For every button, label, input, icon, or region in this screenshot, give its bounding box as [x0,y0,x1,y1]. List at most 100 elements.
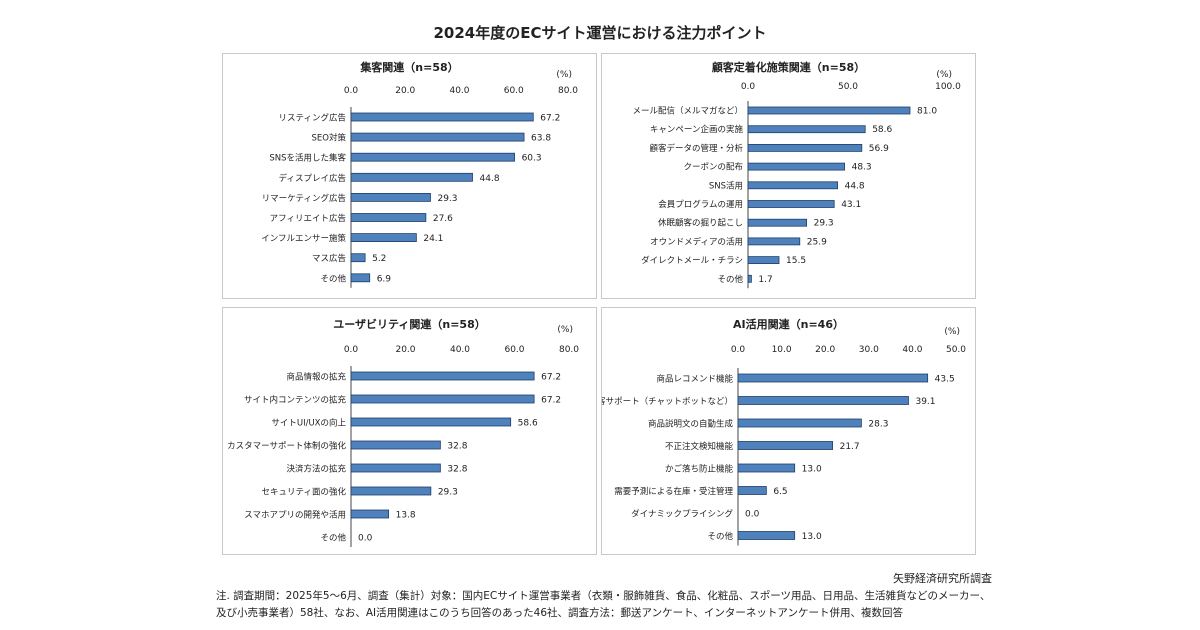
bar [350,152,515,162]
chart-panel-retention: 顧客定着化施策関連（n=58） (%) 0.0 50.0 100.0 メール配信（メルマガ… [601,53,976,299]
x-tick-label: 30.0 [859,345,879,355]
data-label: 25.9 [807,237,827,247]
bar [737,441,834,450]
category-label: 商品説明文の自動生成 [648,419,734,430]
unit-label: (%) [557,325,573,335]
x-tick-label: 80.0 [558,86,578,96]
bar [747,162,845,171]
data-label: 67.2 [540,114,560,124]
data-label: 67.2 [541,396,561,406]
category-label: アフィリエイト広告 [270,213,346,224]
bar [350,440,441,450]
data-label: 39.1 [915,397,935,407]
bar [747,274,752,283]
data-label: 21.7 [840,442,860,452]
x-tick-label: 0.0 [731,345,746,355]
chart-panel-acquisition: 集客関連（n=58） (%) 0.0 20.0 40.0 60.0 80.0 リスティング広告… [222,53,597,299]
data-label: 63.8 [531,134,551,144]
x-tick-label: 80.0 [559,345,579,355]
bar [737,463,796,473]
data-label: 29.3 [438,488,458,498]
bar [737,396,909,405]
footnote: 注. 調査期間：2025年5～6月、調査（集計）対象：国内ECサイト運営事業者（… [216,590,991,619]
data-label: 13.8 [396,511,416,521]
chart-acquisition: 集客関連（n=58） (%) 0.0 20.0 40.0 60.0 80.0 リスティング広告… [261,60,578,288]
category-label: オウンドメディアの活用 [650,236,743,247]
data-label: 5.2 [372,254,386,264]
bar [747,181,838,190]
category-label: その他 [320,533,346,544]
category-label: かご落ち防止機能 [665,464,734,475]
x-tick-label: 0.0 [344,86,359,96]
x-tick-label: 0.0 [741,82,756,92]
chart-usability: ユーザビリティ関連（n=58） (%) 0.0 20.0 40.0 60.0 80.0 商品情… [227,317,579,547]
x-tick-label: 20.0 [815,345,835,355]
data-label: 32.8 [447,465,467,475]
bar [747,106,911,115]
category-label: 顧客サポート（チャットボットなど） [602,396,733,407]
bar [747,125,866,134]
data-label: 43.5 [935,375,955,385]
category-label: SNS活用 [709,180,743,191]
data-label: 58.6 [872,125,892,135]
x-tick-label: 40.0 [450,345,470,355]
category-label: クーポンの配布 [683,162,743,173]
category-label: インフルエンサー施策 [261,233,346,244]
category-label: セキュリティ面の強化 [262,487,347,498]
x-tick-label: 60.0 [504,345,524,355]
category-label: ダイナミックプライシング [631,509,733,520]
category-label: メール配信（メルマガなど） [632,106,743,117]
chart-title: 顧客定着化施策関連（n=58） [712,60,865,74]
unit-label: (%) [936,70,952,80]
category-label: サイト内コンテンツの拡充 [244,395,347,406]
x-tick-label: 60.0 [504,86,524,96]
chart-ai: AI活用関連（n=46） (%) 0.0 10.0 20.0 30.0 40.0 50.0 商品… [602,317,966,546]
bar [350,463,441,473]
bar [747,218,807,227]
bar [747,144,863,152]
bar [350,112,534,122]
chart-retention: 顧客定着化施策関連（n=58） (%) 0.0 50.0 100.0 メール配信（メルマガ… [632,60,961,289]
data-label: 0.0 [358,534,373,544]
data-label: 58.6 [518,419,538,429]
category-label: カスタマーサポート体制の強化 [227,441,346,452]
x-tick-label: 0.0 [344,345,359,355]
bar [350,253,366,263]
data-label: 44.8 [845,181,865,191]
data-label: 13.0 [802,465,822,475]
data-label: 6.9 [377,274,392,284]
x-tick-label: 10.0 [772,345,792,355]
main-title: 2024年度のECサイト運営における注力ポイント [433,24,767,42]
bar [350,213,427,222]
category-label: 商品情報の拡充 [286,372,346,383]
bar [350,192,431,202]
bar [350,233,417,243]
bar [737,486,767,495]
x-tick-label: 40.0 [902,345,922,355]
category-label: SNSを活用した集客 [269,153,346,164]
category-label: リマーケティング広告 [262,193,346,204]
category-label: 商品レコメンド機能 [656,374,733,385]
data-label: 27.6 [433,214,453,224]
chart-title: ユーザビリティ関連（n=58） [333,317,485,331]
category-label: サイトUI/UXの向上 [271,418,346,429]
category-label: 休眠顧客の掘り起こし [658,218,743,229]
chart-title: 集客関連（n=58） [359,60,458,74]
bar [737,531,796,540]
category-label: スマホアプリの開発や活用 [244,510,346,521]
bar [350,371,535,381]
bar [737,373,929,383]
data-label: 29.3 [437,194,457,204]
data-label: 24.1 [423,234,443,244]
source-label: 矢野経済研究所調査 [893,572,992,585]
category-label: 需要予測による在庫・受注管理 [614,486,733,497]
data-label: 81.0 [917,107,937,117]
data-label: 44.8 [480,174,500,184]
x-tick-label: 100.0 [935,82,961,92]
category-label: 不正注文検知機能 [665,441,734,452]
category-label: その他 [707,531,733,542]
x-tick-label: 40.0 [449,86,469,96]
data-label: 48.3 [852,163,872,173]
category-label: キャンペーン企画の実施 [650,124,744,135]
data-label: 56.9 [869,144,889,154]
